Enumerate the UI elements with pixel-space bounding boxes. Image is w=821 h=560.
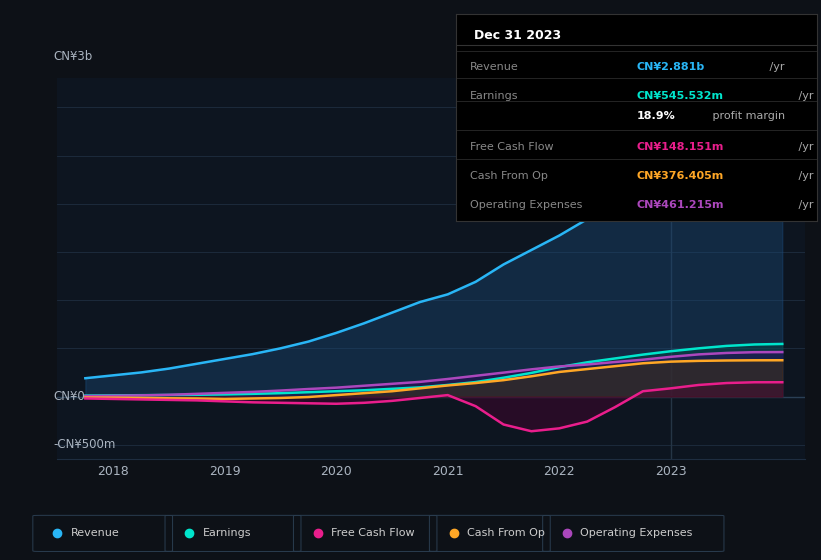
Text: Earnings: Earnings [470,91,519,101]
Text: Dec 31 2023: Dec 31 2023 [474,29,561,41]
Text: /yr: /yr [796,171,814,181]
Text: /yr: /yr [796,91,814,101]
Text: profit margin: profit margin [709,111,785,122]
Text: Earnings: Earnings [203,529,251,538]
Text: Revenue: Revenue [470,62,519,72]
Text: CN¥148.151m: CN¥148.151m [636,142,723,152]
Text: CN¥3b: CN¥3b [53,50,93,63]
Text: Operating Expenses: Operating Expenses [580,529,693,538]
Text: CN¥545.532m: CN¥545.532m [636,91,723,101]
Text: Operating Expenses: Operating Expenses [470,200,582,211]
Text: CN¥0: CN¥0 [53,390,85,403]
Text: Revenue: Revenue [71,529,119,538]
Text: Free Cash Flow: Free Cash Flow [470,142,553,152]
Text: Free Cash Flow: Free Cash Flow [331,529,415,538]
Text: /yr: /yr [796,142,814,152]
Text: Cash From Op: Cash From Op [470,171,548,181]
Text: -CN¥500m: -CN¥500m [53,438,116,451]
Text: Cash From Op: Cash From Op [467,529,545,538]
Text: /yr: /yr [796,200,814,211]
Text: CN¥461.215m: CN¥461.215m [636,200,724,211]
Text: 18.9%: 18.9% [636,111,675,122]
Text: CN¥2.881b: CN¥2.881b [636,62,704,72]
Text: /yr: /yr [766,62,785,72]
Text: CN¥376.405m: CN¥376.405m [636,171,723,181]
